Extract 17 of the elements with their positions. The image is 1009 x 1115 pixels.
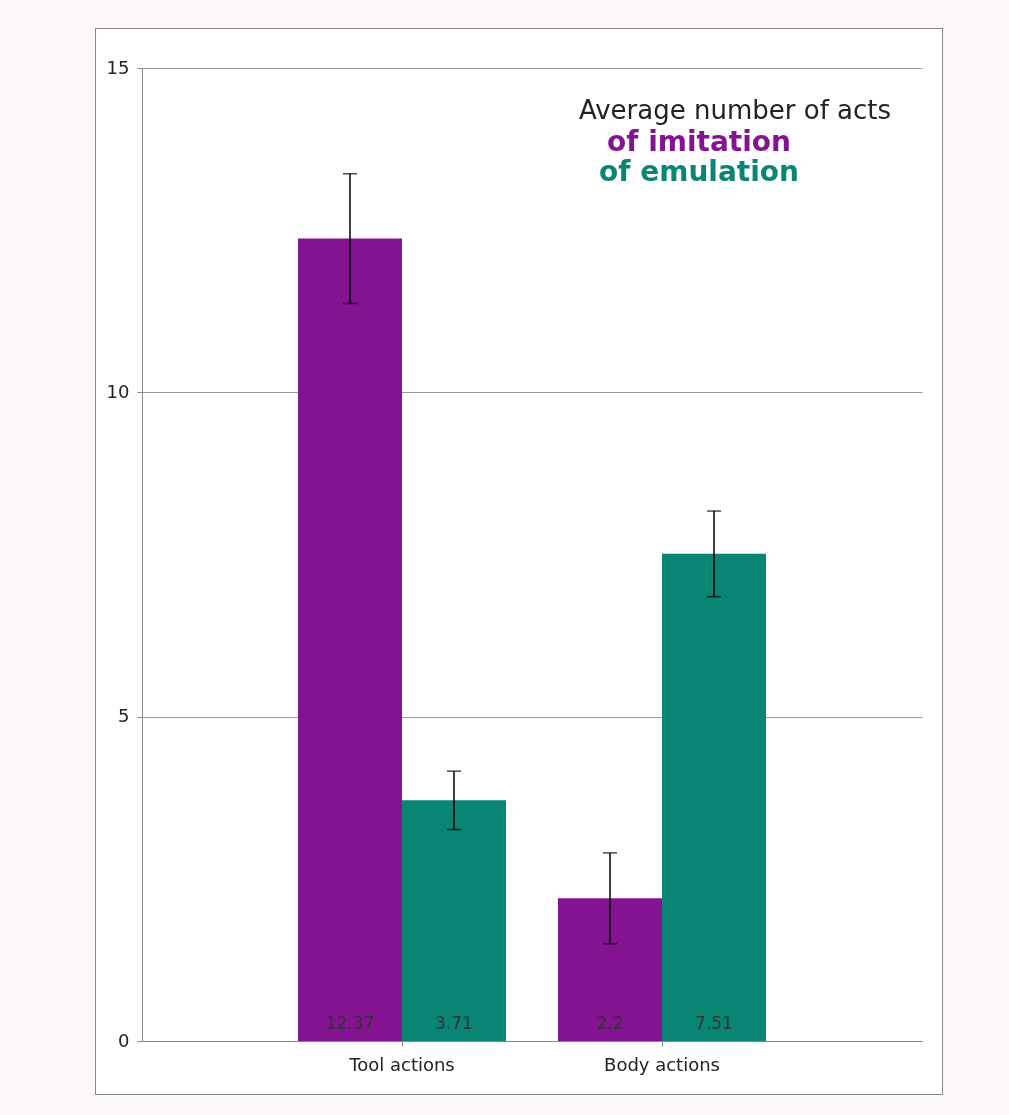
bar bbox=[298, 238, 402, 1041]
data-label: 12.37 bbox=[325, 1013, 375, 1033]
data-label: 3.71 bbox=[435, 1013, 473, 1033]
y-tick-label: 10 bbox=[106, 380, 130, 402]
text: of imitation bbox=[607, 125, 791, 158]
x-tick-label: Tool actions bbox=[348, 1053, 455, 1075]
y-tick-label: 15 bbox=[106, 56, 130, 78]
bar bbox=[558, 898, 662, 1041]
legend-title: Average number of acts bbox=[578, 95, 892, 125]
y-tick-label: 0 bbox=[118, 1029, 130, 1051]
x-tick-label: Body actions bbox=[604, 1053, 720, 1075]
bar bbox=[402, 800, 506, 1041]
data-label: 2.2 bbox=[596, 1013, 624, 1033]
bar bbox=[662, 553, 766, 1041]
y-tick-label: 5 bbox=[118, 705, 130, 727]
data-label: 7.51 bbox=[695, 1013, 733, 1033]
text: of emulation bbox=[599, 155, 799, 188]
